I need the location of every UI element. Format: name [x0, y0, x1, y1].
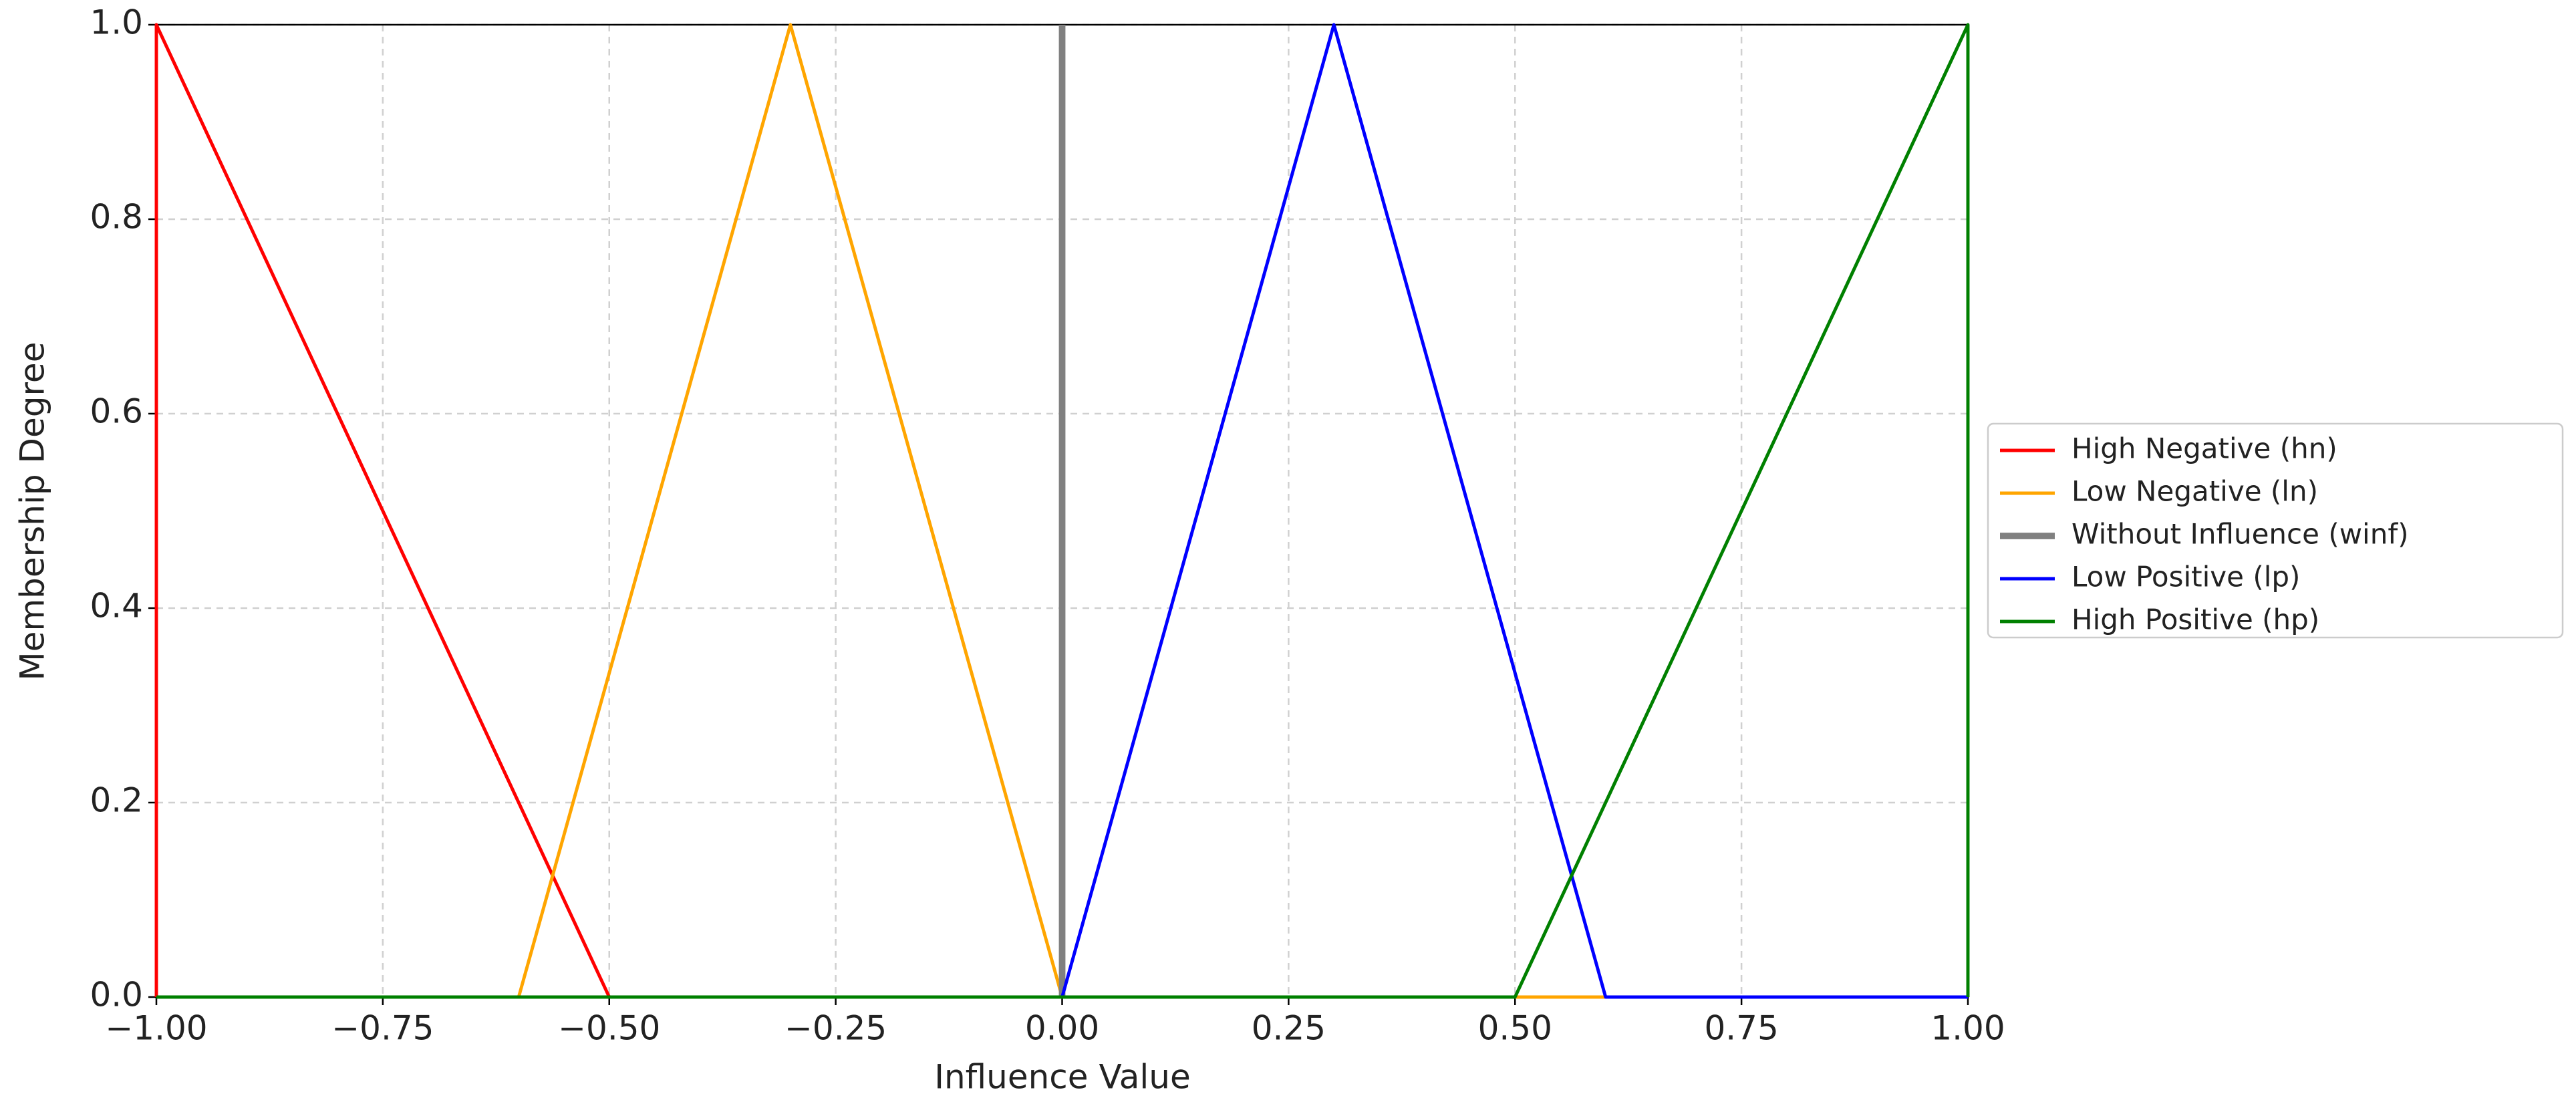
- legend-label: Low Positive (lp): [2071, 561, 2300, 593]
- y-tick-label: 1.0: [90, 3, 143, 42]
- x-tick-label: 0.75: [1704, 1009, 1778, 1048]
- legend-label: High Positive (hp): [2071, 603, 2319, 636]
- y-axis-label: Membership Degree: [13, 342, 52, 681]
- y-tick-label: 0.0: [90, 976, 143, 1014]
- y-tick-label: 0.4: [90, 587, 143, 625]
- x-axis-label: Influence Value: [934, 1058, 1191, 1097]
- x-tick-label: −0.25: [784, 1009, 887, 1048]
- x-tick-label: 0.25: [1252, 1009, 1326, 1048]
- legend-label: Low Negative (ln): [2071, 475, 2318, 508]
- x-tick-label: 0.00: [1025, 1009, 1099, 1048]
- y-tick-label: 0.6: [90, 392, 143, 431]
- legend-label: Without Influence (winf): [2071, 518, 2409, 551]
- legend: High Negative (hn) Low Negative (ln) Witho…: [1987, 422, 2564, 639]
- x-tick-label: 1.00: [1930, 1009, 2005, 1048]
- legend-box: [1987, 422, 2564, 639]
- y-tick-label: 0.8: [90, 198, 143, 237]
- series-line: [156, 23, 1970, 999]
- x-tick-label: −0.75: [331, 1009, 434, 1048]
- y-tick-label: 0.2: [90, 781, 143, 820]
- x-tick-label: 0.50: [1478, 1009, 1552, 1048]
- legend-label: High Negative (hn): [2071, 432, 2337, 465]
- x-tick-label: −1.00: [105, 1009, 207, 1048]
- x-tick-label: −0.50: [558, 1009, 660, 1048]
